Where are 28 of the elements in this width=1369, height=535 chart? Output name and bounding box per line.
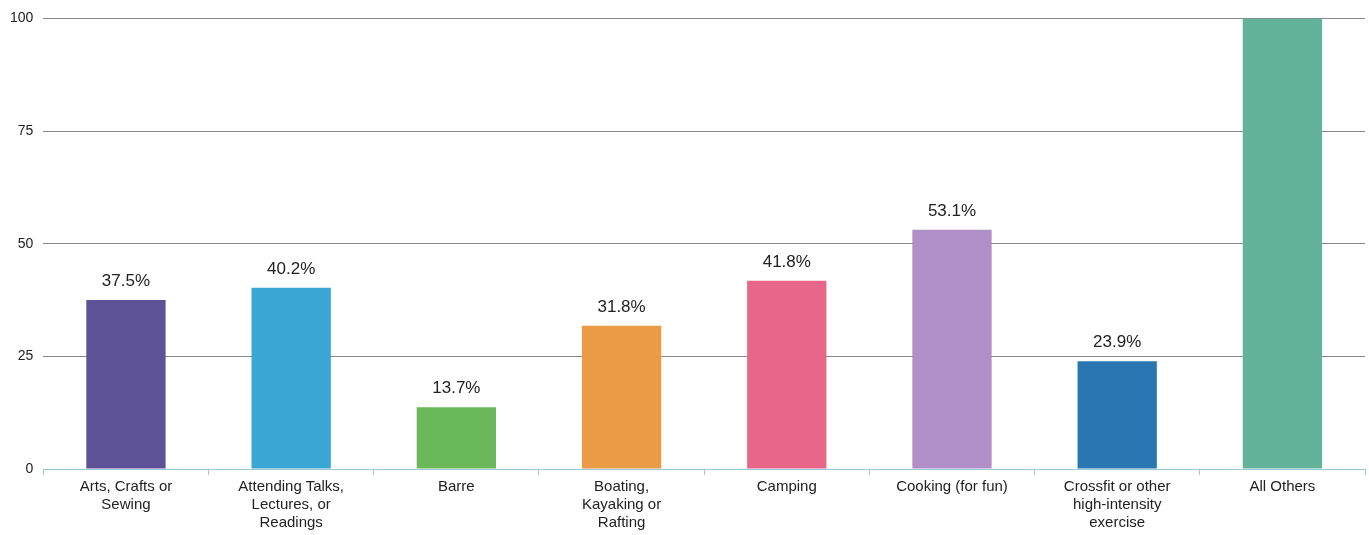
x-tick-label: Cooking (for fun) bbox=[896, 477, 1008, 495]
bar bbox=[747, 280, 827, 469]
data-label: 53.1% bbox=[927, 200, 977, 220]
x-tick-label: Arts, Crafts or Sewing bbox=[79, 477, 173, 513]
x-tick-label: Boating, Kayaking or Rafting bbox=[581, 477, 662, 531]
bar bbox=[1242, 18, 1323, 469]
x-tick-label: Attending Talks, Lectures, or Readings bbox=[238, 477, 344, 531]
y-tick-label: 50 bbox=[17, 234, 34, 251]
bar bbox=[1077, 361, 1157, 469]
x-tick-label: Camping bbox=[756, 477, 817, 495]
x-tick-label: Barre bbox=[438, 477, 475, 495]
x-tick-label: All Others bbox=[1249, 477, 1316, 495]
data-label: 40.2% bbox=[267, 259, 316, 279]
data-label: 37.5% bbox=[101, 271, 151, 291]
data-label: 31.8% bbox=[597, 296, 646, 316]
y-tick-label: 100 bbox=[10, 9, 34, 26]
bar bbox=[86, 300, 166, 469]
data-label: 13.7% bbox=[432, 378, 481, 398]
bar bbox=[251, 287, 331, 469]
bar bbox=[581, 325, 662, 469]
y-tick-label: 75 bbox=[17, 121, 34, 138]
bar bbox=[912, 229, 992, 469]
y-tick-label: 0 bbox=[25, 459, 34, 476]
x-tick-label: Crossfit or other high-intensity exercise bbox=[1063, 477, 1171, 531]
data-label: 41.8% bbox=[762, 251, 811, 271]
bar bbox=[416, 407, 497, 469]
data-label: 23.9% bbox=[1093, 332, 1142, 352]
y-tick-label: 25 bbox=[17, 347, 34, 364]
